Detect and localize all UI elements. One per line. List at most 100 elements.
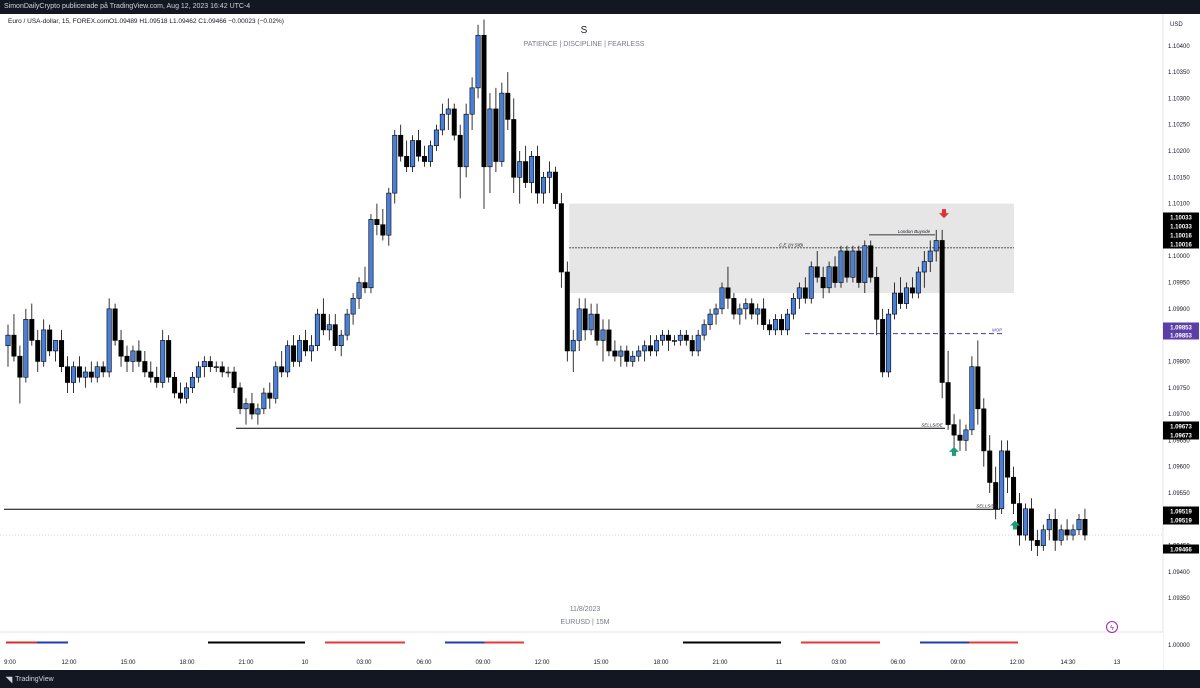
candle xyxy=(106,298,112,378)
session-bar xyxy=(484,641,524,644)
candle xyxy=(1034,529,1040,557)
alert-icon[interactable]: ϟ xyxy=(1106,621,1118,633)
bullish-candle-body xyxy=(261,392,267,410)
bearish-candle-body xyxy=(505,92,511,120)
candle xyxy=(237,382,243,415)
bullish-candle-body xyxy=(969,366,975,431)
time-tick: 13 xyxy=(1114,660,1121,666)
watermark-letter: S xyxy=(581,25,588,36)
time-axis-layer[interactable]: 9:00 12:00 15:00 18:00 21:00 10 03:00 06:00 09:0… xyxy=(4,660,1121,666)
candle xyxy=(70,361,76,394)
price-tick: 1.09750 xyxy=(1168,386,1190,392)
candle xyxy=(1016,492,1022,546)
bullish-candle-body xyxy=(588,313,594,331)
price-badge: 1.09466 xyxy=(1163,544,1199,554)
candle xyxy=(1058,524,1064,546)
bearish-candle-body xyxy=(416,140,422,157)
bullish-candle-body xyxy=(499,92,505,162)
price-chart[interactable]: USD Euro / USA-dollar, 15, FOREX.com O1.… xyxy=(0,14,1200,670)
candle xyxy=(1022,503,1028,541)
bearish-candle-body xyxy=(1005,450,1011,478)
bullish-candle-body xyxy=(743,303,749,310)
candle xyxy=(326,314,332,341)
bullish-candle-body xyxy=(487,108,493,168)
candle xyxy=(880,308,886,378)
bearish-candle-body xyxy=(558,203,564,273)
candle xyxy=(47,324,53,357)
candle xyxy=(285,340,291,378)
bullish-candle-body xyxy=(921,261,927,273)
bearish-candle-body xyxy=(1028,508,1034,541)
candle xyxy=(892,282,898,320)
price-badge-label: 1.09466 xyxy=(1170,547,1192,553)
bullish-candle-body xyxy=(808,266,814,299)
time-tick: 18:00 xyxy=(653,660,669,666)
candle xyxy=(630,350,636,367)
time-tick: 06:00 xyxy=(890,660,906,666)
bearish-candle-body xyxy=(142,361,148,373)
candle xyxy=(291,335,297,367)
sibi-zone-layer xyxy=(569,203,1014,294)
candle xyxy=(529,151,535,194)
time-tick: 09:00 xyxy=(475,660,491,666)
bullish-candle-body xyxy=(707,313,713,325)
bearish-candle-body xyxy=(302,340,308,352)
candles-layer xyxy=(5,19,1088,557)
candle xyxy=(118,329,124,367)
candle xyxy=(356,277,362,309)
bearish-candle-body xyxy=(606,329,612,352)
candle xyxy=(535,145,541,204)
candle xyxy=(921,250,927,288)
bullish-candle-body xyxy=(701,324,707,336)
bullish-candle-body xyxy=(1022,508,1028,536)
bearish-candle-body xyxy=(291,345,297,362)
bullish-candle-body xyxy=(636,350,642,357)
candle xyxy=(368,214,374,294)
candle xyxy=(755,303,761,325)
bearish-candle-body xyxy=(380,224,386,236)
candle xyxy=(320,298,326,336)
sibi-zone xyxy=(569,203,1014,294)
candle xyxy=(897,277,903,309)
candle xyxy=(344,308,350,341)
candle xyxy=(35,329,41,372)
candle xyxy=(511,98,517,194)
candle xyxy=(642,340,648,362)
bearish-candle-body xyxy=(231,371,237,389)
price-tick: 1.09900 xyxy=(1168,307,1190,313)
publish-info-bar: SimonDailyCrypto publicerade på TradingV… xyxy=(0,0,1200,14)
candle xyxy=(142,350,148,378)
bullish-candle-body xyxy=(326,324,332,331)
candle xyxy=(606,319,612,357)
bearish-candle-body xyxy=(1064,529,1070,536)
bearish-candle-body xyxy=(535,155,541,194)
candle xyxy=(767,319,773,336)
candle xyxy=(731,293,737,320)
candle xyxy=(618,345,624,367)
candle xyxy=(844,245,850,283)
bullish-candle-body xyxy=(671,340,677,342)
candle xyxy=(886,308,892,378)
candle xyxy=(231,366,237,394)
price-badge-label: 1.10033 xyxy=(1170,224,1192,230)
bullish-candle-body xyxy=(1076,518,1082,531)
bearish-candle-body xyxy=(481,34,487,168)
candle xyxy=(957,419,963,451)
bearish-candle-body xyxy=(136,350,142,362)
candle xyxy=(225,366,231,378)
bearish-candle-body xyxy=(493,108,499,162)
bearish-candle-body xyxy=(362,282,368,289)
candle xyxy=(338,329,344,357)
bearish-candle-body xyxy=(897,292,903,304)
candle xyxy=(868,240,874,283)
bullish-candle-body xyxy=(1046,518,1052,531)
currency-label: USD xyxy=(1170,22,1183,28)
candle xyxy=(392,129,398,204)
candle xyxy=(701,319,707,341)
candle xyxy=(487,93,493,194)
price-badge: 1.10033 xyxy=(1163,212,1199,222)
candle xyxy=(612,340,618,362)
footer-bar: ◥ TradingView xyxy=(0,670,1200,688)
price-badge-bg xyxy=(1163,515,1199,525)
candle xyxy=(261,387,267,415)
